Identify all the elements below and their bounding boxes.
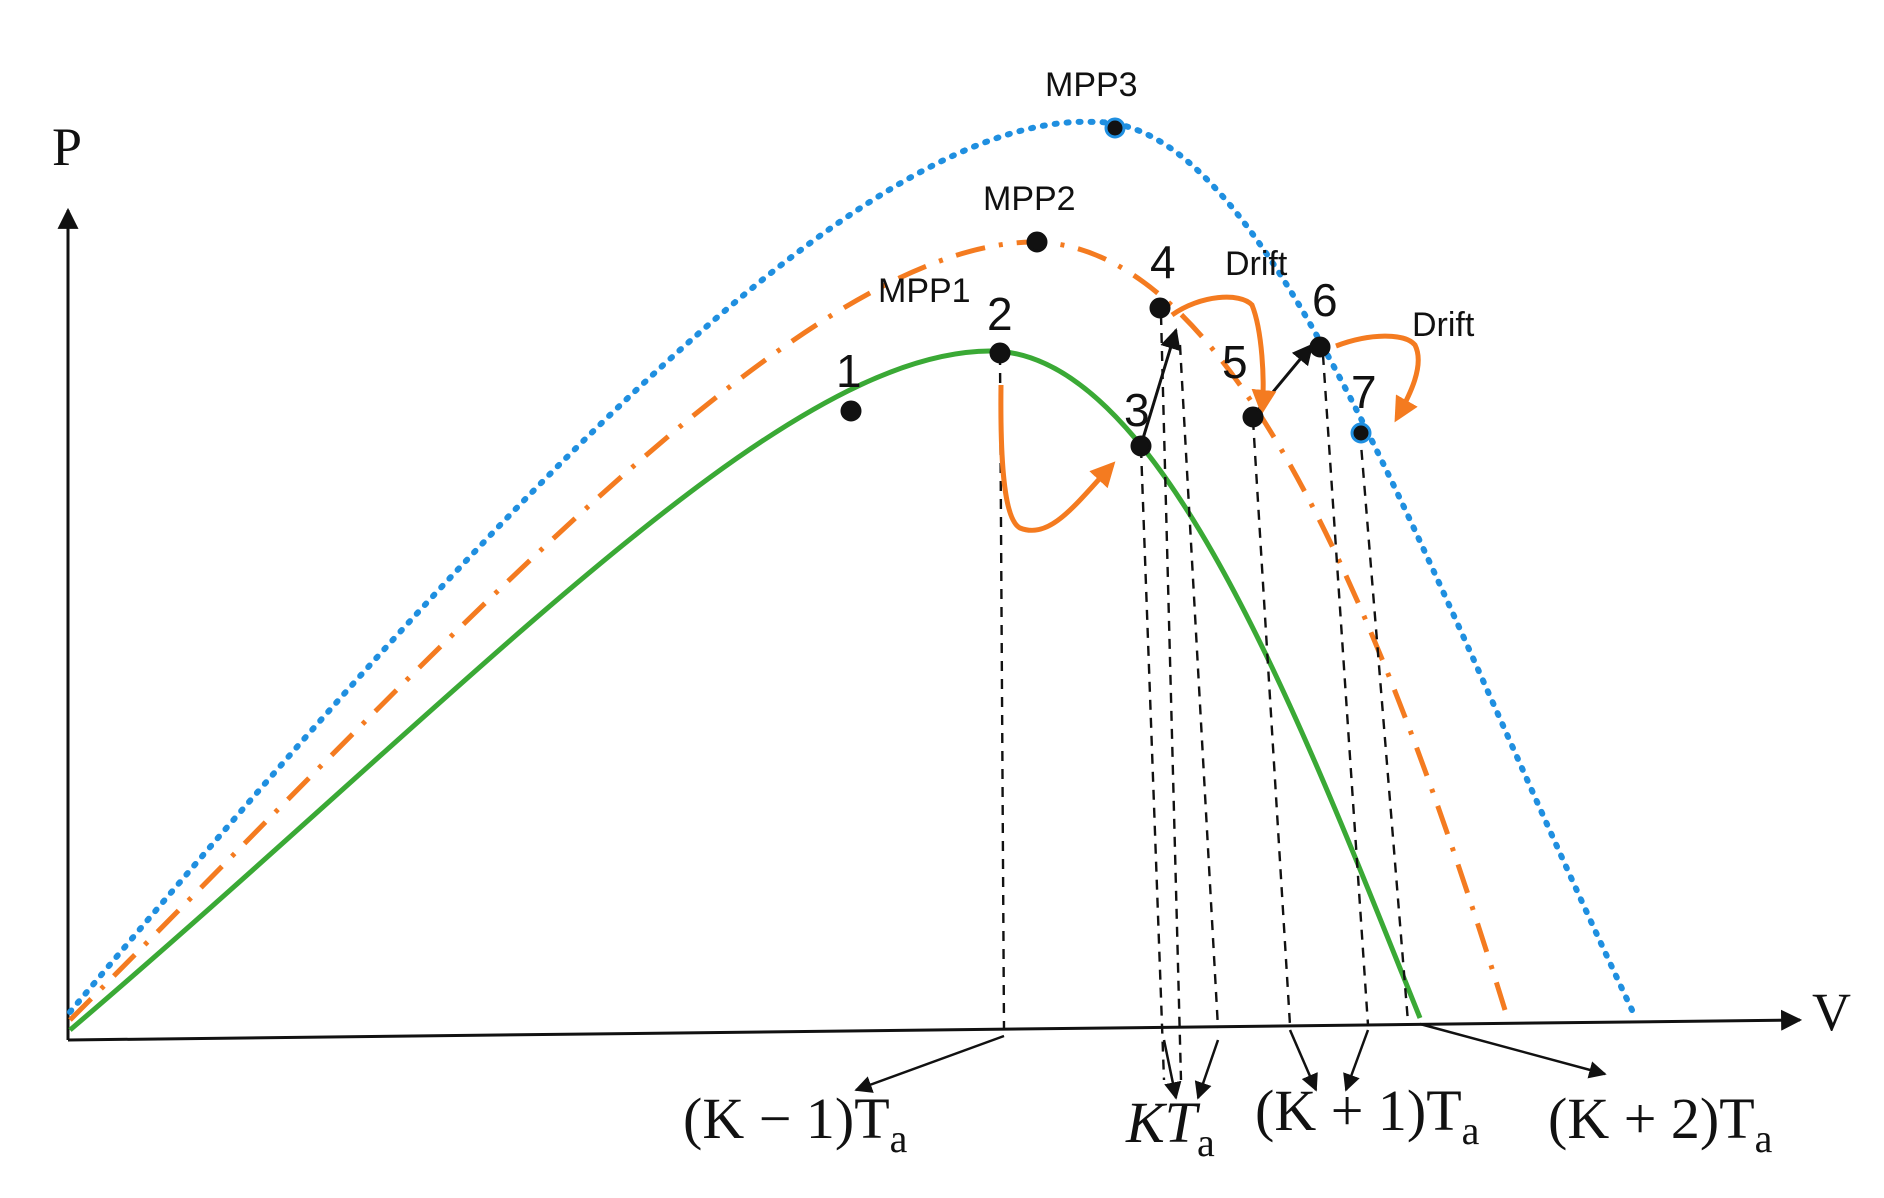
mpp3-curve bbox=[67, 118, 1635, 1015]
drift-label-2: Drift bbox=[1412, 306, 1475, 344]
guide-line-6 bbox=[1321, 354, 1370, 1026]
y-axis-label: P bbox=[52, 117, 82, 177]
guide-line-4 bbox=[1159, 314, 1183, 1081]
point-7-marker bbox=[1350, 422, 1372, 444]
x-axis-label: V bbox=[1812, 982, 1851, 1042]
guide-line-3a bbox=[1139, 447, 1166, 1081]
time-arrow-k-minus-1 bbox=[854, 1034, 1005, 1093]
mpp2-label: MPP2 bbox=[983, 180, 1076, 218]
x-axis bbox=[67, 1009, 1803, 1042]
point-1-marker bbox=[840, 400, 862, 422]
point-label-6: 6 bbox=[1312, 274, 1338, 326]
time-label-k-minus-1: (K − 1)Ta bbox=[683, 1086, 908, 1161]
time-label-k-plus-2: (K + 2)Ta bbox=[1548, 1086, 1773, 1161]
point-label-2: 2 bbox=[987, 288, 1013, 340]
mpp1-label: MPP1 bbox=[878, 272, 971, 310]
drift-arrow-4-to-5 bbox=[1170, 294, 1277, 415]
guide-line-5 bbox=[1251, 419, 1292, 1026]
mpp2-curve bbox=[68, 239, 1508, 1022]
time-label-k-plus-1: (K + 1)Ta bbox=[1255, 1078, 1480, 1153]
time-arrow-k-left bbox=[1162, 1039, 1182, 1100]
step-arrow-3-to-4 bbox=[1139, 327, 1181, 446]
mpp3-marker bbox=[1104, 117, 1126, 139]
mpp1-curve bbox=[68, 348, 1423, 1032]
time-arrow-k-right bbox=[1194, 1039, 1220, 1100]
point-label-4: 4 bbox=[1150, 236, 1176, 288]
point-5-marker bbox=[1242, 406, 1264, 428]
point-3-marker bbox=[1130, 435, 1152, 457]
time-arrow-k-plus-2 bbox=[1419, 1022, 1607, 1079]
mpp2-marker bbox=[1026, 231, 1048, 253]
drift-label-1: Drift bbox=[1225, 245, 1288, 283]
point-label-5: 5 bbox=[1222, 336, 1248, 388]
drift-arrow-6-to-7 bbox=[1335, 333, 1421, 423]
mpp3-label: MPP3 bbox=[1045, 66, 1138, 104]
point-label-1: 1 bbox=[836, 345, 862, 397]
orange-arrow-2-to-3 bbox=[998, 384, 1116, 533]
point-4-marker bbox=[1149, 297, 1171, 319]
point-label-7: 7 bbox=[1351, 366, 1377, 418]
guide-line-3b bbox=[1178, 344, 1220, 1029]
point-label-3: 3 bbox=[1124, 384, 1150, 436]
point-2-marker bbox=[989, 342, 1011, 364]
point-6-marker bbox=[1309, 336, 1331, 358]
time-arrow-k-plus-1-right bbox=[1343, 1029, 1370, 1092]
time-arrow-k-plus-1-left bbox=[1288, 1029, 1318, 1092]
guide-line-7 bbox=[1358, 431, 1410, 1023]
time-label-k: KTa bbox=[1125, 1090, 1215, 1165]
